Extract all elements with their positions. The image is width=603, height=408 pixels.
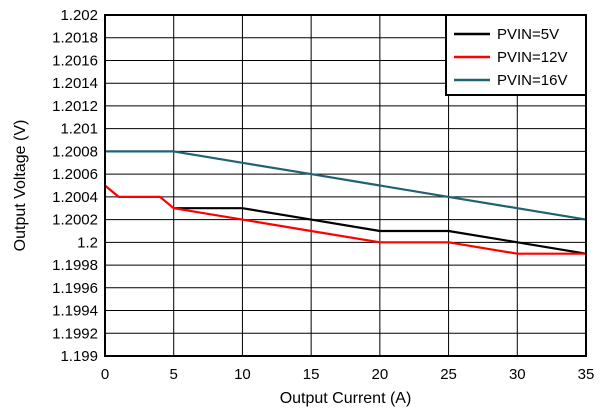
legend: PVIN=5V PVIN=12V PVIN=16V: [445, 14, 587, 96]
y-tick-label: 1.199: [60, 348, 98, 365]
x-tick-label: 20: [372, 366, 389, 383]
y-axis-label: Output Voltage (V): [12, 120, 29, 252]
y-tick-label: 1.2006: [52, 166, 98, 183]
legend-label: PVIN=16V: [497, 72, 567, 89]
y-tick-label: 1.1998: [52, 257, 98, 274]
y-tick-labels: 1.199 1.1992 1.1994 1.1996 1.1998 1.2 1.2002 1.…: [52, 7, 98, 365]
series-line-1: [173, 207, 587, 255]
y-tick-label: 1.2002: [52, 212, 98, 229]
y-tick-label: 1.202: [60, 7, 98, 24]
y-tick-label: 1.2004: [52, 189, 98, 206]
x-tick-label: 0: [101, 366, 109, 383]
y-tick-label: 1.2: [77, 234, 98, 251]
plot-frame: [104, 14, 587, 357]
legend-box: [445, 14, 587, 96]
y-tick-label: 1.201: [60, 121, 98, 138]
y-tick-label: 1.2014: [52, 75, 98, 92]
x-tick-labels: 0 5 10 15 20 25 30 35: [101, 366, 595, 383]
x-tick-label: 35: [578, 366, 595, 383]
y-tick-label: 1.1996: [52, 280, 98, 297]
y-tick-label: 1.2008: [52, 143, 98, 160]
x-tick-label: 10: [234, 366, 251, 383]
series-line-3: [105, 150, 587, 221]
x-tick-label: 5: [170, 366, 178, 383]
x-axis-label: Output Current (A): [280, 390, 412, 407]
series-line-2: [104, 184, 586, 255]
series-layer: [104, 150, 587, 255]
legend-label: PVIN=12V: [497, 49, 567, 66]
y-tick-label: 1.2016: [52, 52, 98, 69]
y-tick-label: 1.1992: [52, 325, 98, 342]
x-tick-label: 30: [509, 366, 526, 383]
legend-label: PVIN=5V: [497, 26, 559, 43]
y-tick-label: 1.2012: [52, 98, 98, 115]
x-tick-label: 25: [440, 366, 457, 383]
y-tick-label: 1.2018: [52, 30, 98, 47]
y-tick-label: 1.1994: [52, 303, 98, 320]
x-tick-label: 15: [303, 366, 320, 383]
